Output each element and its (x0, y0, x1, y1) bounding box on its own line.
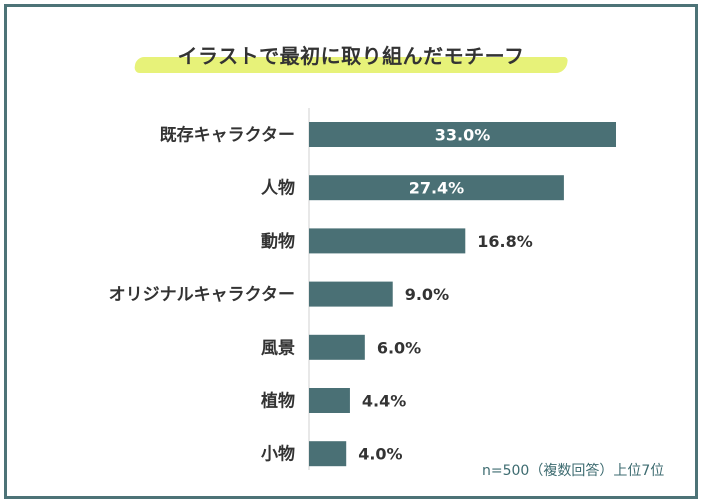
value-label: 4.0% (358, 445, 402, 464)
bar (309, 334, 365, 360)
category-label: オリジナルキャラクター (109, 285, 295, 305)
category-label: 風景 (261, 338, 295, 358)
value-label: 4.4% (362, 392, 406, 411)
value-label: 9.0% (405, 285, 449, 304)
value-label: 6.0% (377, 338, 421, 357)
value-label: 16.8% (477, 232, 533, 251)
bar (309, 281, 393, 307)
bar (309, 122, 616, 147)
category-label: 植物 (261, 391, 295, 412)
value-label: 33.0% (435, 126, 491, 145)
category-label: 人物 (261, 178, 295, 199)
category-label: 小物 (261, 444, 295, 465)
bar (309, 175, 564, 201)
chart-title-area: イラストで最初に取り組んだモチーフ (133, 36, 569, 78)
bar (309, 228, 466, 254)
chart-title: イラストで最初に取り組んだモチーフ (177, 44, 525, 68)
value-label: 27.4% (409, 179, 465, 198)
bar (309, 441, 347, 467)
bar (309, 388, 350, 413)
category-label: 既存キャラクター (160, 125, 295, 146)
sample-footnote: n=500（複数回答）上位7位 (482, 463, 665, 479)
category-label: 動物 (261, 231, 295, 252)
